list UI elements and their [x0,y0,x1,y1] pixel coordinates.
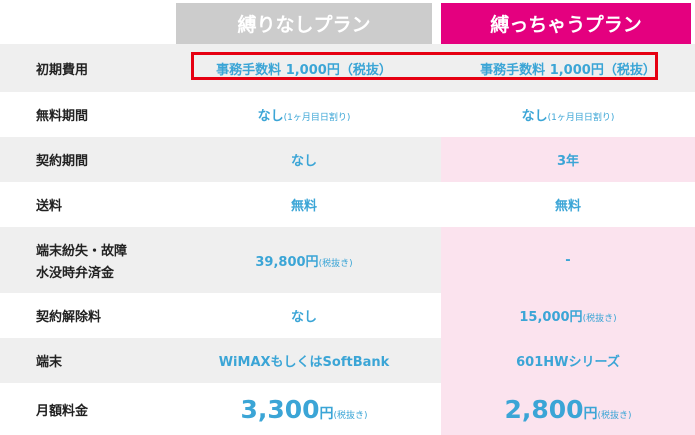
note: (1ヶ月目日割り) [283,113,351,123]
note: (税抜き) [333,410,368,421]
row-shipping: 送料 無料 無料 [0,182,695,227]
cell-b: 無料 [441,182,695,227]
value: なし [257,109,284,124]
row-device: 端末 WiMAXもしくはSoftBank 601HWシリーズ [0,338,695,383]
cell-b: - [441,227,695,293]
row-label: 契約期間 [0,137,176,182]
value: 39,800円 [255,254,319,270]
row-damage-fee: 端末紛失・故障 水没時弁済金 39,800円(税抜き) - [0,227,695,293]
cell-b: 15,000円(税抜き) [441,293,695,338]
row-free-period: 無料期間 なし(1ヶ月目日割り) なし(1ヶ月目日割り) [0,92,695,137]
row-cancel-fee: 契約解除料 なし 15,000円(税抜き) [0,293,695,338]
yen: 円 [319,405,334,422]
value: 15,000円 [519,310,583,325]
highlight-box [191,52,658,80]
cell-a: なし [176,137,432,182]
gap [432,227,441,293]
price: 3,300 [240,394,320,424]
gap [432,92,441,137]
cell-b: 3年 [441,137,695,182]
cell-a: 3,300円(税抜き) [176,383,432,435]
value: なし [521,109,548,124]
price: 2,800 [504,394,584,424]
cell-a: 39,800円(税抜き) [176,227,432,293]
cell-a: WiMAXもしくはSoftBank [176,338,432,383]
gap [432,44,441,92]
gap [432,293,441,338]
label-line1: 端末紛失・故障 [36,243,128,259]
row-label: 契約解除料 [0,293,176,338]
gap [432,137,441,182]
gap [432,383,441,435]
label-line2: 水没時弁済金 [36,265,115,281]
note: (税抜き) [582,314,617,324]
row-label: 端末 [0,338,176,383]
row-contract-period: 契約期間 なし 3年 [0,137,695,182]
row-label: 送料 [0,182,176,227]
plan-header-no-contract: 縛りなしプラン [176,3,432,44]
gap [432,182,441,227]
cell-a: 無料 [176,182,432,227]
row-label: 端末紛失・故障 水没時弁済金 [0,227,176,293]
note: (1ヶ月目日割り) [547,113,615,123]
cell-a: なし(1ヶ月目日割り) [176,92,432,137]
row-label: 無料期間 [0,92,176,137]
plan-header-contract: 縛っちゃうプラン [441,3,691,44]
cell-a: なし [176,293,432,338]
gap [432,338,441,383]
note: (税抜き) [318,258,353,269]
note: (税抜き) [597,410,632,421]
yen: 円 [583,405,598,422]
cell-b: 601HWシリーズ [441,338,695,383]
row-label: 月額料金 [0,383,176,435]
row-label: 初期費用 [0,44,176,92]
comparison-table: 初期費用 事務手数料 1,000円（税抜） 事務手数料 1,000円（税抜） 無… [0,44,695,435]
cell-b: 2,800円(税抜き) [441,383,695,435]
row-monthly-fee: 月額料金 3,300円(税抜き) 2,800円(税抜き) [0,383,695,435]
cell-b: なし(1ヶ月目日割り) [441,92,695,137]
